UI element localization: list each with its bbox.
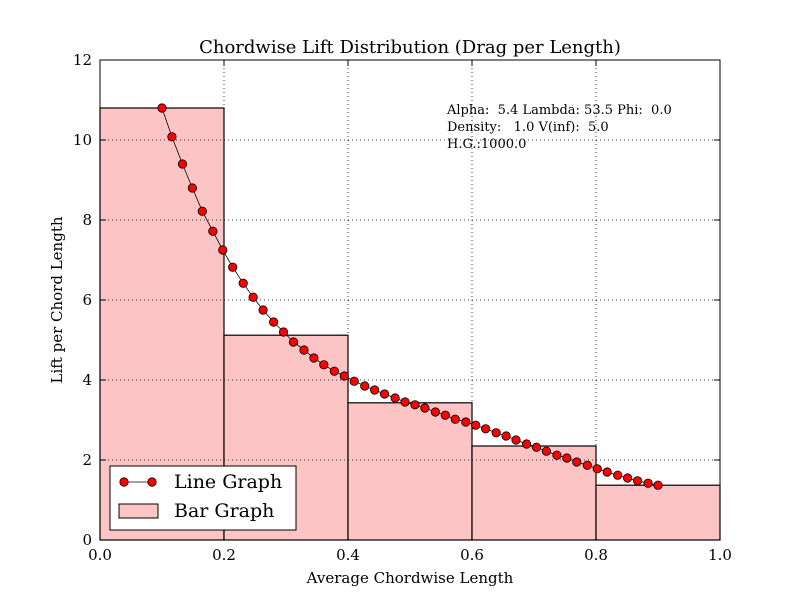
marker [420, 403, 430, 413]
marker [562, 453, 572, 463]
x-tick-label: 0.2 [212, 546, 236, 564]
marker [450, 414, 460, 424]
y-tick-label: 10 [73, 131, 92, 149]
marker [268, 317, 279, 327]
x-tick-label: 0.6 [460, 546, 484, 564]
marker [167, 132, 177, 142]
legend-label: Line Graph [174, 471, 282, 493]
legend-marker [119, 477, 129, 487]
chart-title: Chordwise Lift Distribution (Drag per Le… [199, 37, 621, 58]
marker [653, 480, 663, 490]
marker [531, 442, 542, 452]
x-axis-label: Average Chordwise Length [306, 569, 514, 587]
legend-marker [147, 477, 157, 487]
marker [329, 366, 339, 376]
marker [491, 428, 501, 438]
marker [613, 470, 623, 480]
marker [501, 431, 511, 441]
marker [582, 460, 592, 470]
marker [238, 278, 248, 288]
annotation: H.G.:1000.0 [447, 137, 526, 152]
marker [461, 417, 471, 427]
marker [309, 353, 319, 363]
marker [440, 410, 450, 420]
marker [430, 407, 441, 417]
y-axis-label: Lift per Chord Length [48, 216, 66, 383]
marker [228, 262, 238, 272]
x-tick-label: 0.0 [88, 546, 112, 564]
marker [370, 385, 380, 395]
legend-label: Bar Graph [174, 500, 274, 522]
marker [481, 424, 491, 434]
marker [187, 183, 197, 193]
marker [643, 478, 653, 488]
marker [248, 292, 258, 302]
marker [572, 457, 582, 467]
x-tick-label: 0.4 [336, 546, 360, 564]
marker [299, 345, 309, 355]
marker [602, 467, 612, 477]
marker [592, 464, 602, 474]
y-tick-label: 12 [73, 51, 92, 69]
x-tick-label: 1.0 [708, 546, 732, 564]
bar [347, 402, 473, 541]
marker [208, 226, 218, 236]
marker [197, 206, 207, 216]
marker [552, 450, 562, 460]
marker [511, 435, 521, 445]
marker [258, 305, 268, 315]
y-tick-label: 4 [82, 371, 92, 389]
bar [595, 484, 721, 541]
annotation: Alpha: 5.4 Lambda: 53.5 Phi: 0.0 [446, 103, 672, 118]
marker [218, 245, 228, 255]
marker [471, 420, 481, 430]
x-tick-label: 0.8 [584, 546, 608, 564]
marker [379, 389, 390, 399]
marker [521, 439, 532, 449]
marker [632, 476, 643, 486]
legend-swatch [118, 503, 159, 519]
marker [400, 397, 410, 407]
marker [360, 381, 370, 391]
marker [390, 393, 400, 403]
y-tick-label: 0 [82, 531, 92, 549]
marker [288, 337, 299, 347]
marker [410, 400, 420, 410]
marker [319, 360, 329, 370]
y-tick-label: 2 [82, 451, 92, 469]
legend-box [109, 465, 297, 531]
marker [278, 327, 289, 337]
marker [541, 446, 552, 456]
y-tick-label: 8 [82, 211, 92, 229]
marker [623, 473, 633, 483]
marker [349, 376, 359, 386]
marker [157, 103, 167, 113]
y-tick-label: 6 [82, 291, 92, 309]
axes-frame [99, 59, 721, 541]
marker [339, 371, 349, 381]
annotation: Density: 1.0 V(inf): 5.0 [447, 120, 609, 135]
marker [177, 159, 188, 169]
